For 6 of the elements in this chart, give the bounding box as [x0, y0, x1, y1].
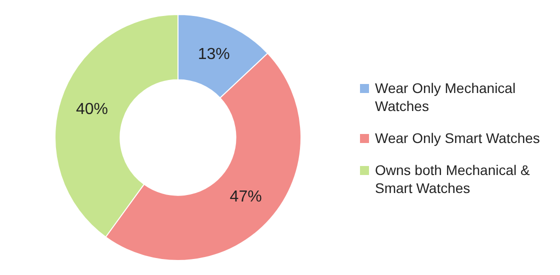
legend-label: Wear Only Smart Watches	[375, 128, 540, 146]
data-label: 40%	[76, 100, 108, 118]
data-label: 47%	[230, 188, 262, 206]
legend-label: Owns both Mechanical & Smart Watches	[375, 160, 531, 196]
legend-label: Wear Only Mechanical Watches	[375, 78, 517, 114]
data-label: 13%	[198, 46, 230, 63]
